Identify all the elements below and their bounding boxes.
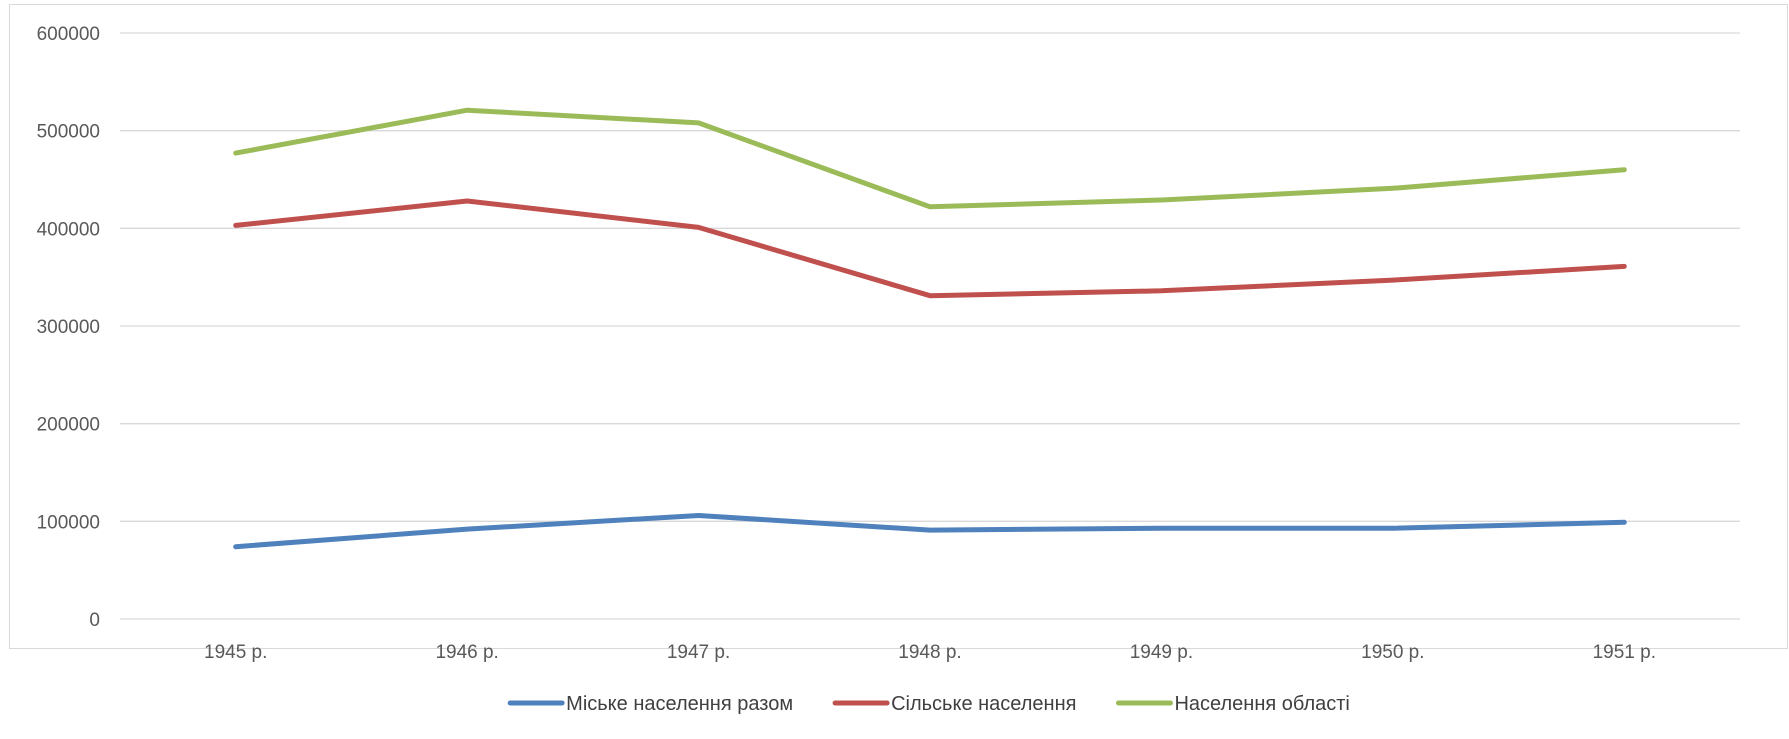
x-tick-label: 1945 р. [204,642,267,663]
x-tick-label: 1946 р. [435,642,498,663]
x-tick-label: 1950 р. [1361,642,1424,663]
y-tick-label: 600000 [37,24,100,45]
y-tick-label: 0 [89,610,100,631]
y-tick-label: 100000 [37,512,100,533]
y-tick-label: 200000 [37,415,100,436]
y-axis-tick-labels: 0 100000 200000 300000 400000 500000 600000 [37,24,100,631]
x-tick-label: 1949 р. [1130,642,1193,663]
legend-label-0: Міське населення разом [566,693,793,715]
y-tick-label: 300000 [37,317,100,338]
series-line-2 [233,107,1627,210]
series-line-0 [233,513,1627,550]
legend-label-2: Населення області [1174,693,1349,715]
y-tick-label: 400000 [37,219,100,240]
gridlines [120,32,1740,620]
legend: Міське населення разом Сільське населення… [507,693,1350,715]
series-line-1 [233,198,1627,299]
series-lines [233,107,1627,550]
legend-label-1: Сільське населення [891,693,1076,715]
x-tick-label: 1947 р. [667,642,730,663]
x-axis-tick-labels: 1945 р. 1946 р. 1947 р. 1948 р. 1949 р. 1950 … [204,642,1656,663]
x-tick-label: 1948 р. [898,642,961,663]
y-tick-label: 500000 [37,122,100,143]
x-tick-label: 1951 р. [1593,642,1656,663]
